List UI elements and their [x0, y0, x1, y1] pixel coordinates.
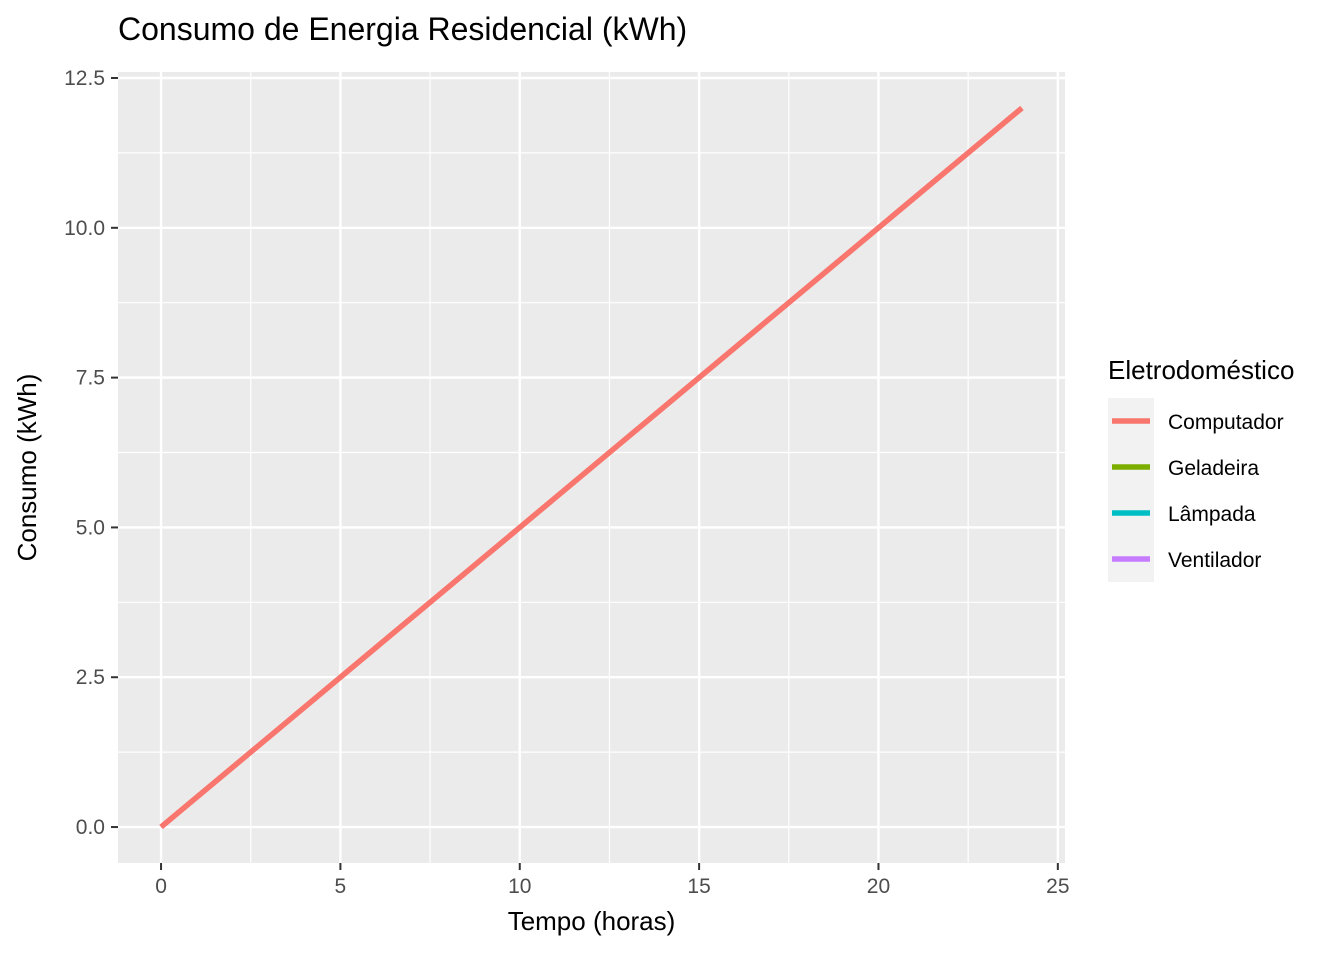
y-tick-label: 7.5 — [76, 367, 105, 390]
series-layer — [159, 105, 1024, 830]
y-tick-label: 12.5 — [64, 67, 105, 90]
series-line — [159, 105, 1024, 830]
y-tick-label: 2.5 — [76, 666, 105, 689]
legend-label: Ventilador — [1168, 549, 1261, 572]
y-tick-label: 5.0 — [76, 516, 105, 539]
legend-items: Computador Geladeira Lâmpada Ventilador — [1108, 398, 1284, 582]
minor-gridlines — [118, 72, 1065, 863]
legend-label: Lâmpada — [1168, 503, 1256, 526]
major-gridlines — [118, 72, 1065, 863]
x-axis: 0 5 10 15 20 25 — [155, 863, 1070, 898]
x-tick-label: 15 — [687, 875, 710, 898]
y-tick-label: 0.0 — [76, 816, 105, 839]
legend-title: Eletrodoméstico — [1108, 355, 1294, 385]
x-tick-label: 25 — [1046, 875, 1069, 898]
y-tick-label: 10.0 — [64, 217, 105, 240]
x-axis-label: Tempo (horas) — [508, 906, 676, 936]
x-tick-label: 10 — [508, 875, 531, 898]
legend-key-background — [1108, 398, 1154, 582]
legend: Eletrodoméstico Computador Geladeira Lâmpa… — [1108, 355, 1294, 582]
x-tick-label: 20 — [867, 875, 890, 898]
x-tick-label: 0 — [155, 875, 167, 898]
legend-label: Geladeira — [1168, 457, 1259, 480]
x-tick-label: 5 — [335, 875, 347, 898]
legend-label: Computador — [1168, 411, 1284, 434]
chart-title: Consumo de Energia Residencial (kWh) — [118, 11, 687, 47]
y-axis: 0.0 2.5 5.0 7.5 10.0 12.5 — [64, 67, 118, 839]
y-axis-label: Consumo (kWh) — [12, 374, 42, 562]
